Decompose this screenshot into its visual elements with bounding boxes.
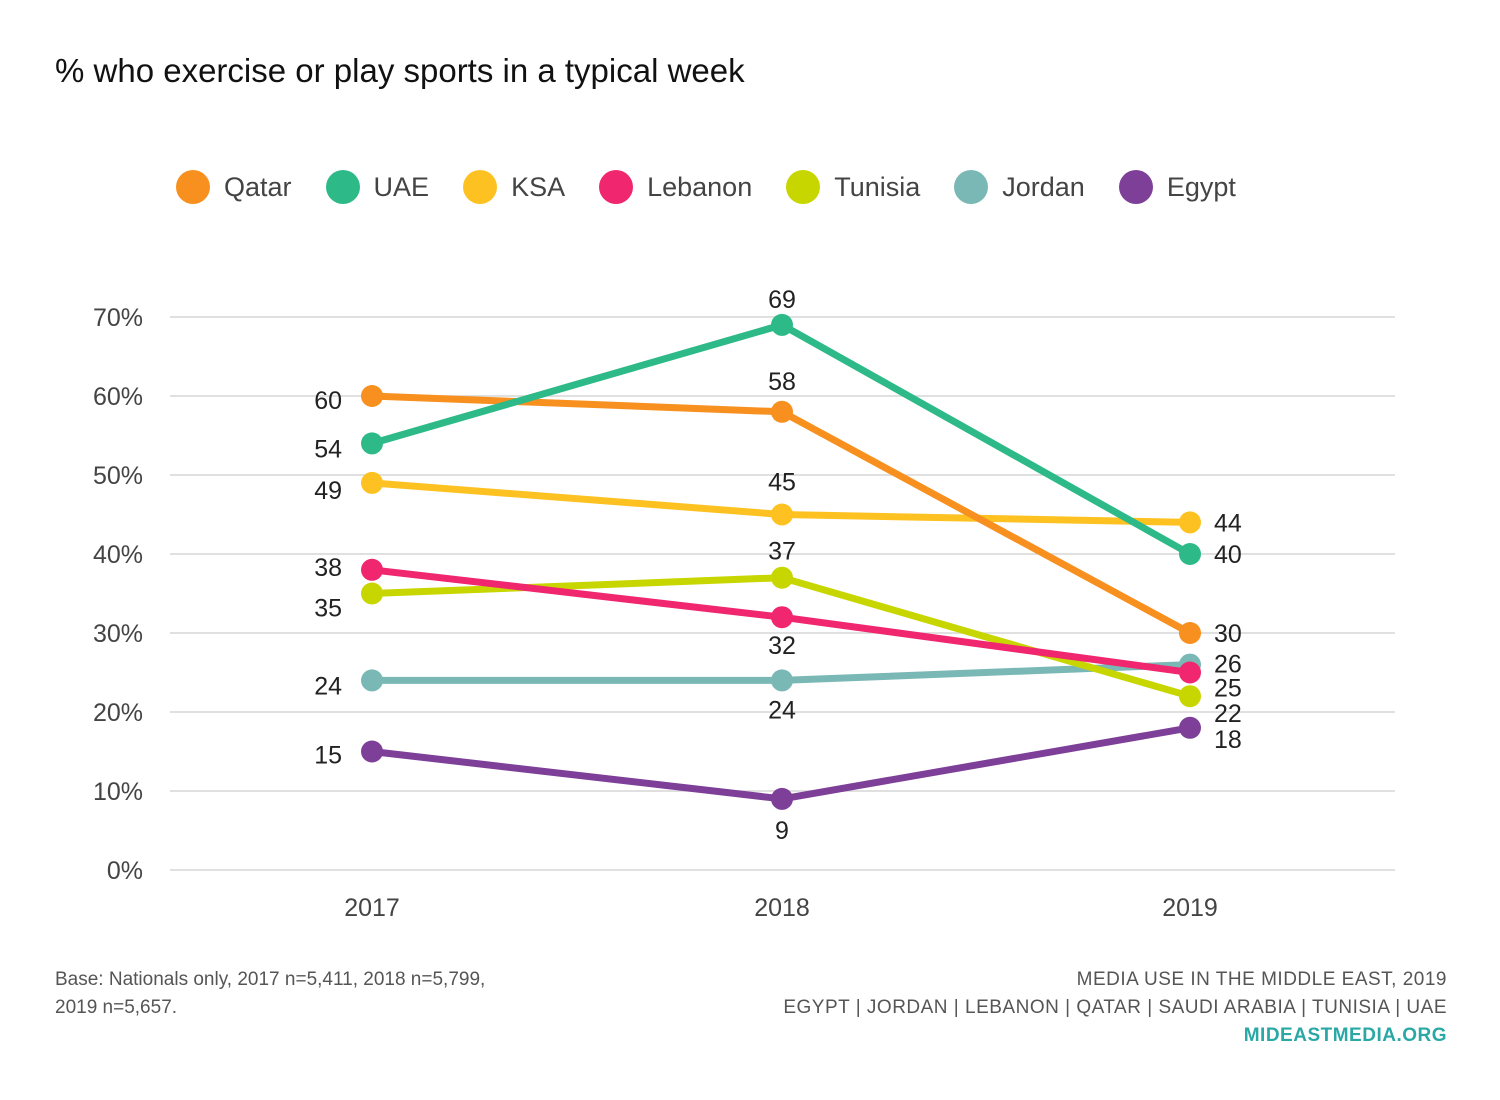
data-point-lebanon	[361, 558, 383, 581]
data-label-uae: 54	[314, 435, 342, 463]
legend-label-qatar: Qatar	[224, 171, 292, 202]
data-point-qatar	[1179, 622, 1201, 644]
data-point-ksa	[361, 471, 383, 494]
data-point-ksa	[1179, 511, 1201, 534]
data-point-uae	[1179, 543, 1201, 565]
data-point-lebanon	[771, 606, 793, 629]
y-tick-label: 70%	[93, 304, 143, 332]
data-point-tunisia	[771, 566, 793, 589]
legend-item-lebanon: Lebanon	[599, 170, 752, 204]
x-tick-label: 2017	[344, 894, 400, 922]
data-label-lebanon: 32	[768, 632, 796, 660]
data-label-egypt: 15	[314, 742, 342, 770]
data-point-jordan	[771, 669, 793, 692]
data-point-jordan	[361, 669, 383, 692]
source-credit: MEDIA USE IN THE MIDDLE EAST, 2019 EGYPT…	[783, 966, 1447, 1050]
source-url-link[interactable]: MIDEASTMEDIA.ORG	[1243, 1025, 1447, 1046]
legend-swatch-uae	[325, 170, 360, 204]
data-label-ksa: 45	[768, 469, 796, 497]
y-tick-label: 10%	[93, 778, 143, 806]
data-point-egypt	[771, 787, 793, 810]
data-point-tunisia	[1179, 685, 1201, 708]
legend-label-jordan: Jordan	[1002, 171, 1085, 202]
legend-label-uae: UAE	[373, 171, 430, 202]
data-label-qatar: 60	[314, 387, 342, 415]
legend-item-jordan: Jordan	[954, 170, 1085, 204]
data-label-lebanon: 38	[314, 554, 342, 582]
source-line-2: EGYPT | JORDAN | LEBANON | QATAR | SAUDI…	[783, 997, 1447, 1018]
legend-label-lebanon: Lebanon	[647, 171, 753, 202]
legend-item-tunisia: Tunisia	[786, 170, 920, 204]
data-label-ksa: 49	[314, 477, 342, 505]
y-tick-label: 30%	[93, 620, 143, 648]
data-point-qatar	[771, 400, 793, 423]
x-tick-label: 2018	[754, 894, 810, 922]
data-point-uae	[771, 313, 793, 336]
legend: Qatar UAE KSA Lebanon Tunisia Jordan Egypt	[176, 168, 1270, 206]
data-point-egypt	[1179, 716, 1201, 739]
legend-swatch-jordan	[954, 170, 989, 204]
legend-item-egypt: Egypt	[1118, 170, 1236, 204]
data-label-tunisia: 22	[1214, 700, 1242, 728]
y-tick-label: 50%	[93, 462, 143, 490]
legend-label-ksa: KSA	[511, 171, 566, 202]
data-point-egypt	[361, 740, 383, 763]
data-label-tunisia: 37	[768, 538, 796, 566]
y-tick-label: 60%	[93, 383, 143, 411]
legend-label-egypt: Egypt	[1166, 171, 1236, 202]
data-label-jordan: 24	[768, 696, 796, 724]
data-label-qatar: 58	[768, 368, 796, 396]
legend-swatch-qatar	[176, 170, 210, 204]
base-note: Base: Nationals only, 2017 n=5,411, 2018…	[55, 966, 615, 1022]
data-label-uae: 69	[768, 286, 796, 314]
legend-item-uae: UAE	[325, 170, 430, 204]
chart-title: % who exercise or play sports in a typic…	[55, 52, 745, 89]
data-label-tunisia: 35	[314, 595, 342, 623]
data-label-egypt: 18	[1214, 726, 1242, 754]
data-point-ksa	[771, 503, 793, 526]
data-point-uae	[361, 432, 383, 455]
y-tick-label: 0%	[107, 857, 143, 885]
data-label-jordan: 24	[314, 672, 342, 700]
legend-item-qatar: Qatar	[176, 170, 292, 204]
x-tick-label: 2019	[1162, 894, 1218, 922]
legend-swatch-lebanon	[599, 170, 634, 204]
data-label-qatar: 30	[1214, 620, 1242, 648]
legend-swatch-tunisia	[786, 170, 821, 204]
legend-swatch-egypt	[1118, 170, 1153, 204]
legend-swatch-ksa	[463, 170, 498, 204]
data-label-egypt: 9	[775, 817, 789, 845]
data-label-jordan: 26	[1214, 651, 1242, 679]
y-tick-label: 20%	[93, 699, 143, 727]
data-label-lebanon: 25	[1214, 675, 1242, 703]
base-note-line-1: Base: Nationals only, 2017 n=5,411, 2018…	[55, 969, 486, 990]
source-line-1: MEDIA USE IN THE MIDDLE EAST, 2019	[1076, 969, 1447, 990]
legend-label-tunisia: Tunisia	[834, 171, 921, 202]
data-point-qatar	[361, 385, 383, 407]
y-tick-label: 40%	[93, 541, 143, 569]
base-note-line-2: 2019 n=5,657.	[55, 997, 178, 1018]
data-label-uae: 40	[1214, 541, 1242, 569]
data-point-lebanon	[1179, 661, 1201, 684]
legend-item-ksa: KSA	[463, 170, 565, 204]
data-point-tunisia	[361, 582, 383, 605]
data-label-ksa: 44	[1214, 509, 1242, 537]
